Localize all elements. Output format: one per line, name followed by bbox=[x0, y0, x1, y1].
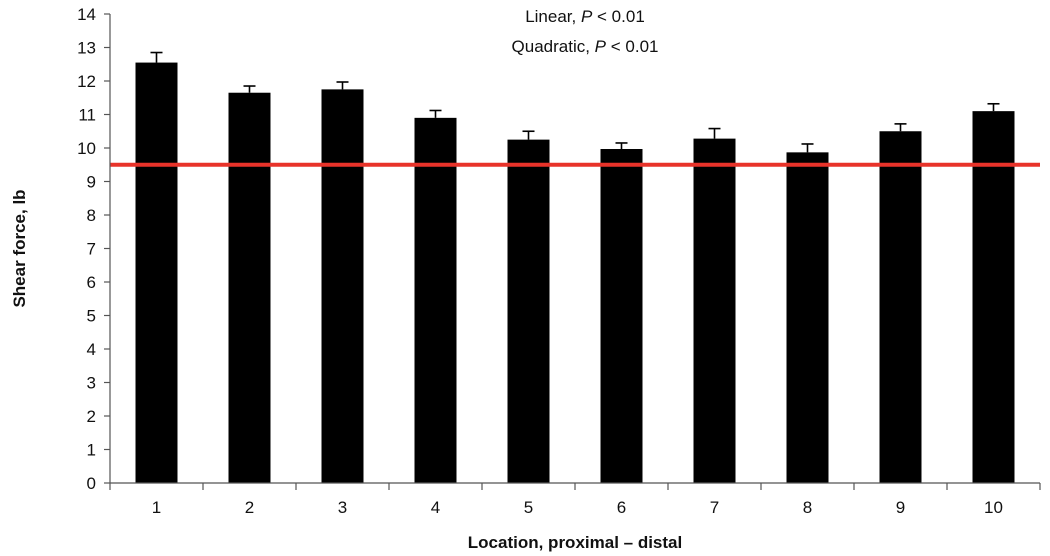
y-tick-label-2: 2 bbox=[87, 407, 96, 426]
error-bar-8 bbox=[801, 143, 814, 153]
bar-9 bbox=[879, 131, 922, 483]
bars bbox=[135, 62, 1015, 484]
bar-2 bbox=[228, 92, 271, 483]
x-axis-tick-labels: 1 2 3 4 5 6 7 8 9 10 bbox=[152, 498, 1003, 517]
error-bar-4 bbox=[429, 109, 442, 118]
error-bar-5 bbox=[522, 130, 535, 140]
x-tick-label-7: 7 bbox=[710, 498, 719, 517]
y-tick-label-10: 10 bbox=[77, 139, 96, 158]
y-tick-label-5: 5 bbox=[87, 307, 96, 326]
bar-8 bbox=[786, 152, 829, 484]
y-tick-label-4: 4 bbox=[87, 340, 96, 359]
annotation-quadratic-suffix: < 0.01 bbox=[606, 37, 658, 56]
y-tick-label-1: 1 bbox=[87, 441, 96, 460]
x-axis-ticks bbox=[109, 483, 1041, 490]
x-tick-label-1: 1 bbox=[152, 498, 161, 517]
error-bars bbox=[150, 51, 1000, 153]
x-tick-label-8: 8 bbox=[803, 498, 812, 517]
annotation-quadratic-p: P bbox=[595, 37, 607, 56]
bar-5 bbox=[507, 139, 550, 483]
y-tick-label-9: 9 bbox=[87, 173, 96, 192]
bar-10 bbox=[972, 111, 1015, 484]
bar-6 bbox=[600, 149, 643, 483]
error-bar-3 bbox=[336, 81, 349, 90]
x-tick-label-10: 10 bbox=[984, 498, 1003, 517]
y-tick-label-13: 13 bbox=[77, 39, 96, 58]
bar-4 bbox=[414, 117, 457, 483]
x-tick-label-5: 5 bbox=[524, 498, 533, 517]
bar-1 bbox=[135, 62, 178, 483]
annotation-quadratic: Quadratic, P < 0.01 bbox=[512, 37, 659, 56]
x-tick-label-9: 9 bbox=[896, 498, 905, 517]
y-axis-ticks bbox=[104, 13, 110, 484]
x-tick-label-6: 6 bbox=[617, 498, 626, 517]
y-tick-label-14: 14 bbox=[77, 5, 96, 24]
bar-3 bbox=[321, 89, 364, 483]
error-bar-6 bbox=[615, 142, 628, 150]
annotation-linear-suffix: < 0.01 bbox=[592, 7, 644, 26]
y-tick-label-0: 0 bbox=[87, 474, 96, 493]
y-tick-label-7: 7 bbox=[87, 240, 96, 259]
x-axis-title: Location, proximal – distal bbox=[468, 533, 682, 552]
error-bar-10 bbox=[987, 102, 1000, 112]
error-bar-2 bbox=[243, 85, 256, 93]
annotation-linear-prefix: Linear, bbox=[525, 7, 581, 26]
annotation-linear-p: P bbox=[581, 7, 593, 26]
x-tick-label-4: 4 bbox=[431, 498, 440, 517]
y-tick-label-6: 6 bbox=[87, 273, 96, 292]
annotation-quadratic-prefix: Quadratic, bbox=[512, 37, 595, 56]
x-tick-label-3: 3 bbox=[338, 498, 347, 517]
error-bar-7 bbox=[708, 127, 721, 139]
annotation-linear: Linear, P < 0.01 bbox=[525, 7, 645, 26]
y-axis-title: Shear force, lb bbox=[10, 189, 29, 307]
error-bar-9 bbox=[894, 123, 907, 132]
y-tick-label-3: 3 bbox=[87, 374, 96, 393]
y-tick-label-8: 8 bbox=[87, 206, 96, 225]
bar-7 bbox=[693, 138, 736, 483]
x-tick-label-2: 2 bbox=[245, 498, 254, 517]
y-tick-label-11: 11 bbox=[78, 106, 96, 125]
y-tick-label-12: 12 bbox=[77, 72, 96, 91]
error-bar-1 bbox=[150, 51, 163, 63]
